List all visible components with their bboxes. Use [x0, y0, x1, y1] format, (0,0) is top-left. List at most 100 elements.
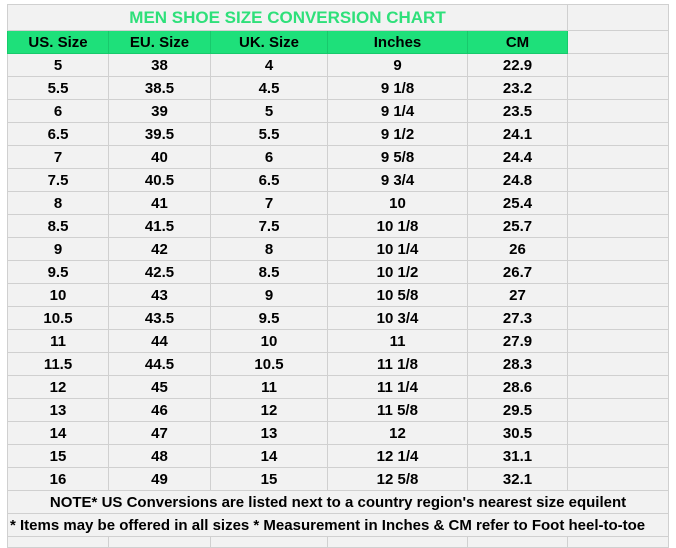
- empty-cell[interactable]: [567, 536, 669, 548]
- cell-eu-size[interactable]: 43: [108, 283, 211, 307]
- cell-cm[interactable]: 28.6: [467, 375, 568, 399]
- cell-uk-size[interactable]: 5: [210, 99, 328, 123]
- cell-uk-size[interactable]: 8.5: [210, 260, 328, 284]
- header-us-size[interactable]: US. Size: [7, 30, 109, 54]
- cell-us-size[interactable]: 8: [7, 191, 109, 215]
- cell-uk-size[interactable]: 8: [210, 237, 328, 261]
- empty-cell[interactable]: [567, 306, 669, 330]
- cell-cm[interactable]: 24.8: [467, 168, 568, 192]
- cell-inches[interactable]: 10 1/2: [327, 260, 468, 284]
- header-uk-size[interactable]: UK. Size: [210, 30, 328, 54]
- cell-uk-size[interactable]: 12: [210, 398, 328, 422]
- cell-us-size[interactable]: 12: [7, 375, 109, 399]
- cell-eu-size[interactable]: 39.5: [108, 122, 211, 146]
- empty-cell[interactable]: [567, 191, 669, 215]
- cell-inches[interactable]: 10 3/4: [327, 306, 468, 330]
- cell-uk-size[interactable]: 9.5: [210, 306, 328, 330]
- cell-cm[interactable]: 30.5: [467, 421, 568, 445]
- note-text[interactable]: * Items may be offered in all sizes * Me…: [7, 513, 669, 537]
- cell-inches[interactable]: 12 1/4: [327, 444, 468, 468]
- cell-inches[interactable]: 11 1/4: [327, 375, 468, 399]
- empty-cell[interactable]: [567, 398, 669, 422]
- cell-us-size[interactable]: 11: [7, 329, 109, 353]
- cell-eu-size[interactable]: 38.5: [108, 76, 211, 100]
- empty-cell[interactable]: [567, 53, 669, 77]
- cell-eu-size[interactable]: 47: [108, 421, 211, 445]
- cell-inches[interactable]: 9 5/8: [327, 145, 468, 169]
- cell-eu-size[interactable]: 40.5: [108, 168, 211, 192]
- cell-cm[interactable]: 32.1: [467, 467, 568, 491]
- cell-cm[interactable]: 29.5: [467, 398, 568, 422]
- cell-uk-size[interactable]: 13: [210, 421, 328, 445]
- cell-eu-size[interactable]: 46: [108, 398, 211, 422]
- cell-cm[interactable]: 27.9: [467, 329, 568, 353]
- empty-cell[interactable]: [567, 421, 669, 445]
- cell-cm[interactable]: 31.1: [467, 444, 568, 468]
- cell-inches[interactable]: 10 5/8: [327, 283, 468, 307]
- cell-uk-size[interactable]: 14: [210, 444, 328, 468]
- empty-cell[interactable]: [210, 536, 328, 548]
- cell-inches[interactable]: 12: [327, 421, 468, 445]
- cell-us-size[interactable]: 10: [7, 283, 109, 307]
- cell-uk-size[interactable]: 9: [210, 283, 328, 307]
- cell-eu-size[interactable]: 38: [108, 53, 211, 77]
- cell-eu-size[interactable]: 49: [108, 467, 211, 491]
- header-eu-size[interactable]: EU. Size: [108, 30, 211, 54]
- empty-cell[interactable]: [567, 444, 669, 468]
- empty-cell[interactable]: [567, 375, 669, 399]
- cell-cm[interactable]: 23.5: [467, 99, 568, 123]
- cell-us-size[interactable]: 6: [7, 99, 109, 123]
- cell-inches[interactable]: 10 1/4: [327, 237, 468, 261]
- cell-us-size[interactable]: 7: [7, 145, 109, 169]
- cell-uk-size[interactable]: 15: [210, 467, 328, 491]
- chart-title[interactable]: MEN SHOE SIZE CONVERSION CHART: [7, 4, 568, 31]
- cell-uk-size[interactable]: 10: [210, 329, 328, 353]
- empty-cell[interactable]: [567, 237, 669, 261]
- cell-inches[interactable]: 9 1/2: [327, 122, 468, 146]
- empty-cell[interactable]: [567, 283, 669, 307]
- cell-inches[interactable]: 9 1/8: [327, 76, 468, 100]
- empty-cell[interactable]: [108, 536, 211, 548]
- cell-cm[interactable]: 22.9: [467, 53, 568, 77]
- cell-uk-size[interactable]: 10.5: [210, 352, 328, 376]
- cell-uk-size[interactable]: 7: [210, 191, 328, 215]
- cell-us-size[interactable]: 14: [7, 421, 109, 445]
- cell-us-size[interactable]: 15: [7, 444, 109, 468]
- empty-cell[interactable]: [567, 122, 669, 146]
- note-text[interactable]: NOTE* US Conversions are listed next to …: [7, 490, 669, 514]
- cell-uk-size[interactable]: 7.5: [210, 214, 328, 238]
- empty-cell[interactable]: [467, 536, 568, 548]
- empty-cell[interactable]: [567, 168, 669, 192]
- empty-cell[interactable]: [567, 214, 669, 238]
- empty-cell[interactable]: [7, 536, 109, 548]
- cell-eu-size[interactable]: 44.5: [108, 352, 211, 376]
- cell-inches[interactable]: 9 1/4: [327, 99, 468, 123]
- empty-cell[interactable]: [567, 467, 669, 491]
- empty-cell[interactable]: [327, 536, 468, 548]
- cell-eu-size[interactable]: 39: [108, 99, 211, 123]
- cell-cm[interactable]: 24.4: [467, 145, 568, 169]
- cell-us-size[interactable]: 5: [7, 53, 109, 77]
- cell-inches[interactable]: 9 3/4: [327, 168, 468, 192]
- cell-eu-size[interactable]: 40: [108, 145, 211, 169]
- cell-cm[interactable]: 27.3: [467, 306, 568, 330]
- cell-us-size[interactable]: 7.5: [7, 168, 109, 192]
- cell-us-size[interactable]: 11.5: [7, 352, 109, 376]
- cell-cm[interactable]: 26.7: [467, 260, 568, 284]
- cell-eu-size[interactable]: 42: [108, 237, 211, 261]
- empty-cell[interactable]: [567, 4, 669, 31]
- cell-cm[interactable]: 25.4: [467, 191, 568, 215]
- empty-cell[interactable]: [567, 99, 669, 123]
- empty-cell[interactable]: [567, 145, 669, 169]
- cell-us-size[interactable]: 10.5: [7, 306, 109, 330]
- cell-inches[interactable]: 9: [327, 53, 468, 77]
- cell-cm[interactable]: 25.7: [467, 214, 568, 238]
- cell-eu-size[interactable]: 42.5: [108, 260, 211, 284]
- cell-inches[interactable]: 10: [327, 191, 468, 215]
- cell-us-size[interactable]: 6.5: [7, 122, 109, 146]
- cell-uk-size[interactable]: 5.5: [210, 122, 328, 146]
- cell-eu-size[interactable]: 41.5: [108, 214, 211, 238]
- cell-us-size[interactable]: 9.5: [7, 260, 109, 284]
- cell-inches[interactable]: 10 1/8: [327, 214, 468, 238]
- cell-uk-size[interactable]: 4: [210, 53, 328, 77]
